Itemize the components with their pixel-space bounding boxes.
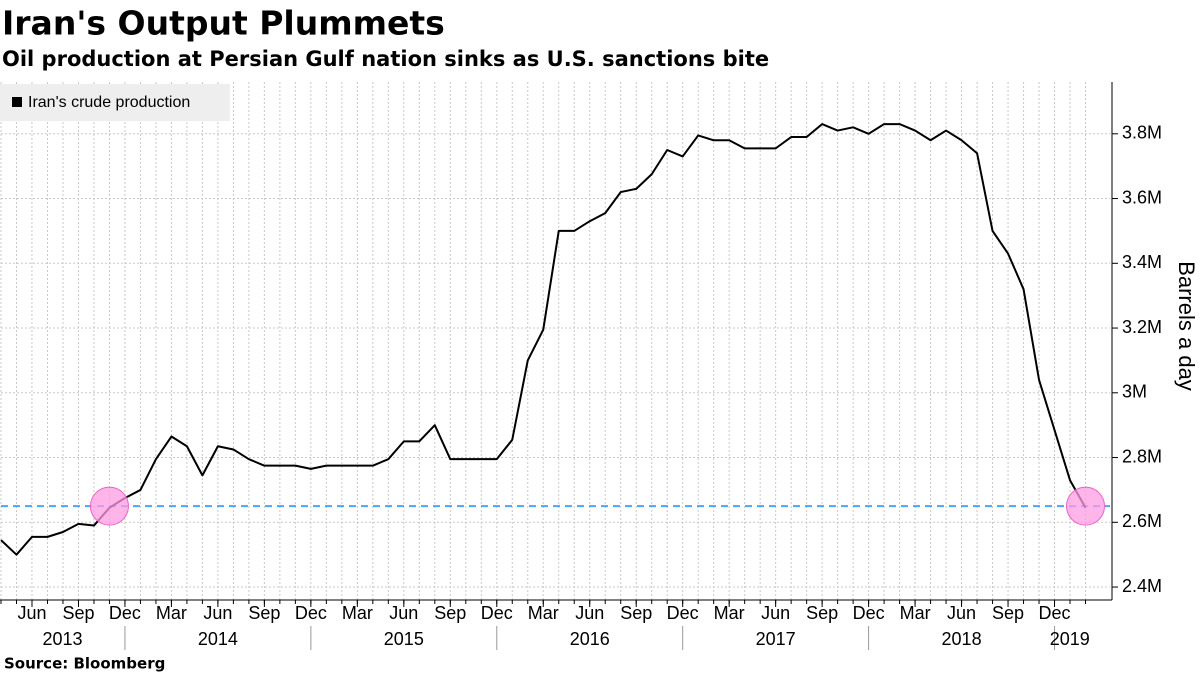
y-tick-label: 3.8M bbox=[1122, 123, 1162, 143]
y-tick-label: 2.4M bbox=[1122, 576, 1162, 596]
y-tick-label: 3.6M bbox=[1122, 187, 1162, 207]
x-tick-label: Sep bbox=[434, 603, 466, 623]
year-label: 2014 bbox=[198, 629, 238, 649]
x-tick-label: Mar bbox=[900, 603, 931, 623]
x-tick-label: Sep bbox=[992, 603, 1024, 623]
x-tick-label: Mar bbox=[714, 603, 745, 623]
x-tick-label: Mar bbox=[528, 603, 559, 623]
year-label: 2017 bbox=[756, 629, 796, 649]
highlight-circle bbox=[89, 486, 129, 526]
x-tick-label: Dec bbox=[109, 603, 141, 623]
x-tick-label: Sep bbox=[62, 603, 94, 623]
year-label: 2015 bbox=[384, 629, 424, 649]
legend-swatch bbox=[12, 97, 22, 107]
x-tick-label: Jun bbox=[575, 603, 604, 623]
x-tick-label: Jun bbox=[203, 603, 232, 623]
y-tick-label: 2.8M bbox=[1122, 446, 1162, 466]
x-tick-label: Jun bbox=[389, 603, 418, 623]
source: Source: Bloomberg bbox=[4, 655, 165, 673]
x-tick-label: Dec bbox=[295, 603, 327, 623]
y-tick-label: 3.2M bbox=[1122, 317, 1162, 337]
year-label: 2016 bbox=[570, 629, 610, 649]
x-tick-label: Sep bbox=[620, 603, 652, 623]
highlight-circle bbox=[1066, 486, 1106, 526]
year-label: 2019 bbox=[1050, 629, 1090, 649]
y-tick-label: 3.4M bbox=[1122, 252, 1162, 272]
x-tick-label: Mar bbox=[156, 603, 187, 623]
legend-box bbox=[0, 84, 230, 121]
y-tick-label: 3M bbox=[1122, 382, 1147, 402]
x-tick-label: Dec bbox=[1039, 603, 1071, 623]
x-tick-label: Dec bbox=[853, 603, 885, 623]
legend-label: Iran's crude production bbox=[28, 94, 190, 111]
x-tick-label: Jun bbox=[761, 603, 790, 623]
y-axis-label: Barrels a day bbox=[1174, 261, 1199, 391]
x-tick-label: Jun bbox=[17, 603, 46, 623]
x-tick-label: Sep bbox=[248, 603, 280, 623]
year-label: 2018 bbox=[942, 629, 982, 649]
y-tick-label: 2.6M bbox=[1122, 511, 1162, 531]
x-tick-label: Mar bbox=[342, 603, 373, 623]
chart-subtitle: Oil production at Persian Gulf nation si… bbox=[2, 47, 769, 71]
x-tick-label: Sep bbox=[806, 603, 838, 623]
x-tick-label: Dec bbox=[481, 603, 513, 623]
year-label: 2013 bbox=[42, 629, 82, 649]
x-tick-label: Jun bbox=[947, 603, 976, 623]
chart-title: Iran's Output Plummets bbox=[2, 4, 445, 43]
series-line bbox=[0, 123, 1087, 556]
x-tick-label: Dec bbox=[667, 603, 699, 623]
